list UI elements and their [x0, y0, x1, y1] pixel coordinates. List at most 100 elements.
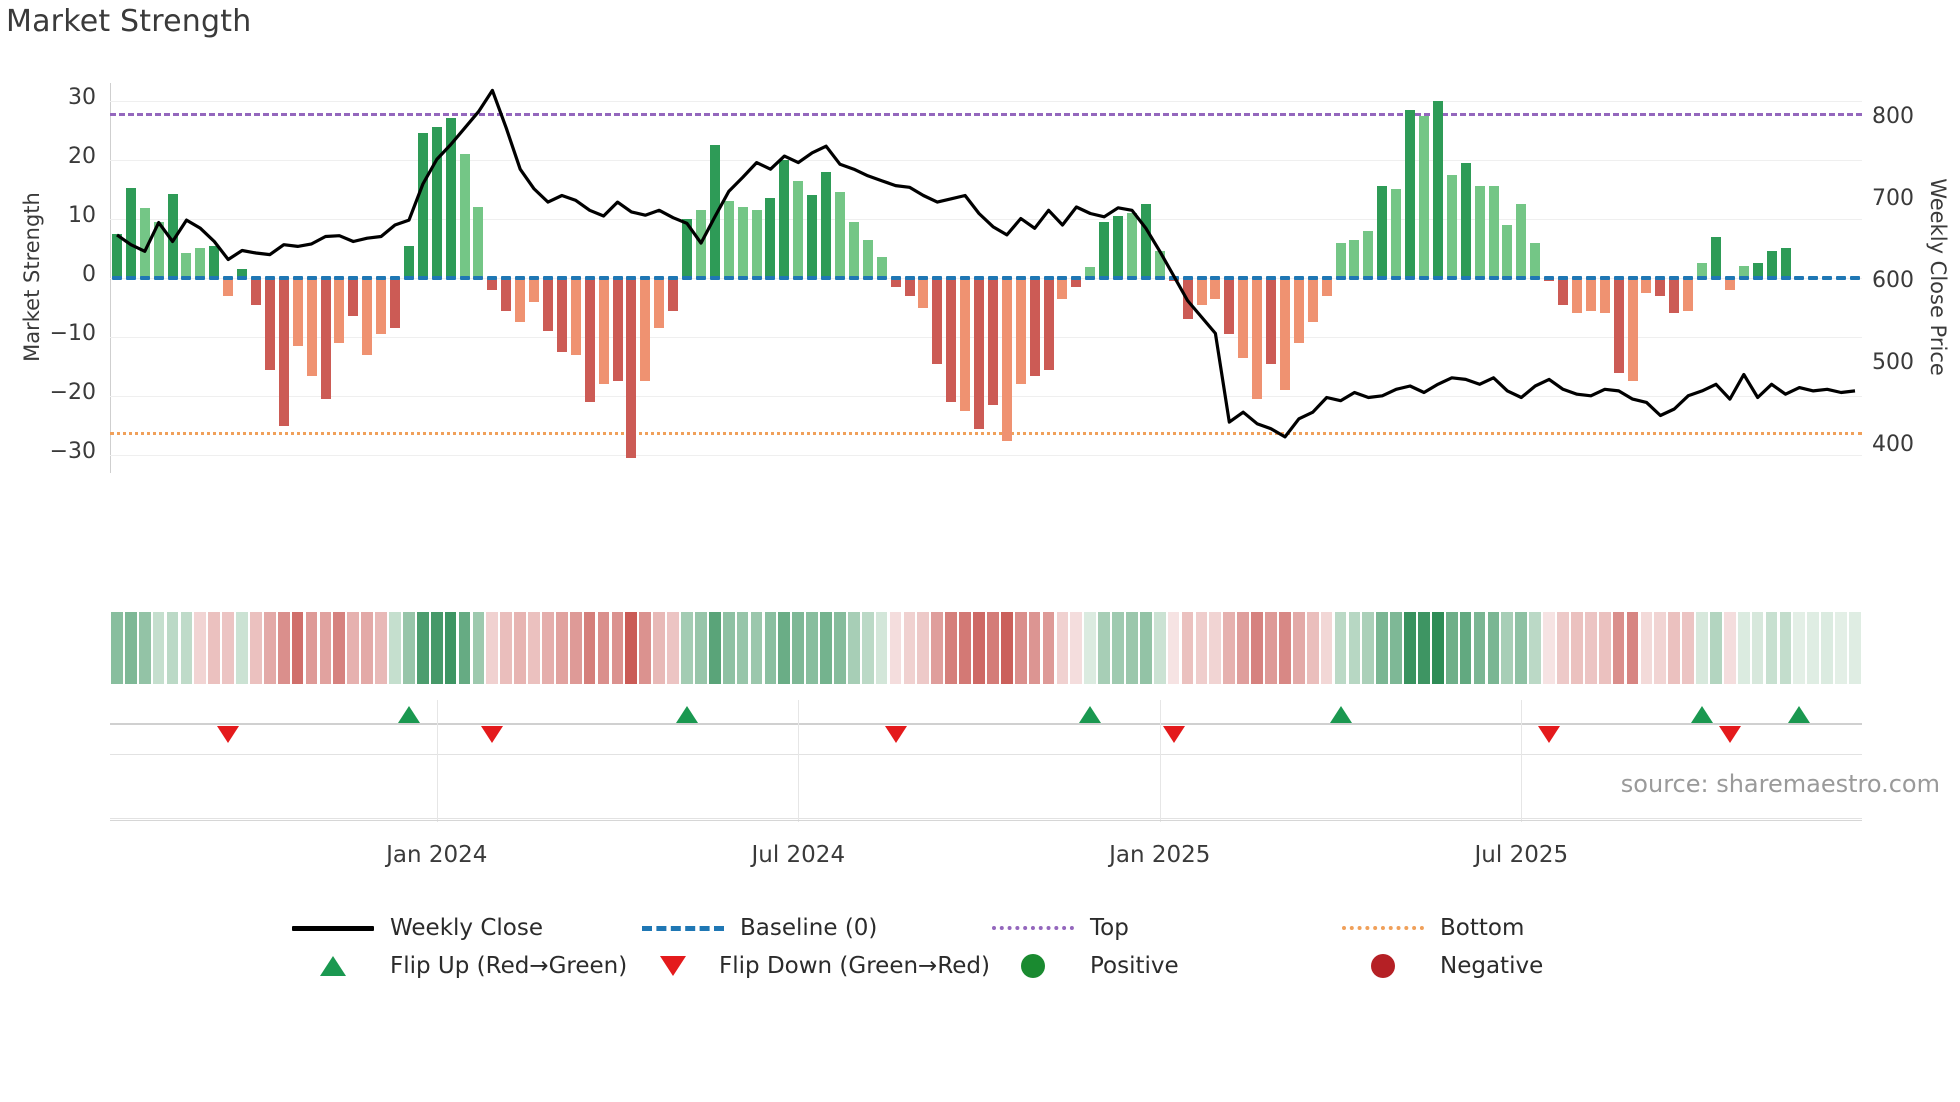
baseline-segment [1599, 276, 1610, 280]
heat-cell [1779, 612, 1792, 684]
bar [1488, 186, 1499, 278]
top-threshold-line [110, 112, 1862, 116]
legend-label: Flip Down (Green→Red) [719, 953, 990, 979]
baseline-segment [1850, 276, 1861, 280]
bar [1349, 239, 1360, 278]
legend-item-bottom[interactable]: Bottom [1340, 915, 1670, 941]
circle-red-icon-slot [1340, 954, 1426, 978]
weekly-close-line-icon-slot [290, 925, 376, 931]
baseline-segment [1474, 276, 1485, 280]
heat-cell [1445, 612, 1458, 684]
baseline-segment [153, 276, 164, 280]
legend-item-flip-up-red-green[interactable]: Flip Up (Red→Green) [290, 953, 640, 979]
baseline-segment [1627, 276, 1638, 280]
source-note: source: sharemaestro.com [1620, 770, 1940, 798]
bar [292, 278, 303, 346]
baseline-segment [1613, 276, 1624, 280]
x-tick-label-3: Jul 2025 [1474, 842, 1569, 868]
bar [848, 221, 859, 278]
heat-cell [1167, 612, 1180, 684]
baseline-segment [682, 276, 693, 280]
bar [153, 221, 164, 278]
bar [167, 194, 178, 278]
bar [876, 257, 887, 278]
flip-up-marker [397, 706, 420, 723]
heat-cell [903, 612, 916, 684]
baseline-segment [376, 276, 387, 280]
bar [1710, 236, 1721, 278]
heat-cell [1723, 612, 1736, 684]
heat-cell [1292, 612, 1305, 684]
circle-green-icon-slot [990, 954, 1076, 978]
bar [1627, 278, 1638, 382]
top-dotted-icon-slot [990, 926, 1076, 930]
legend-item-weekly-close[interactable]: Weekly Close [290, 915, 640, 941]
main-plot-area [110, 83, 1862, 473]
bar [1321, 278, 1332, 296]
baseline-segment [960, 276, 971, 280]
heat-cell [792, 612, 805, 684]
flip-down-marker [217, 726, 240, 743]
legend-item-baseline-0[interactable]: Baseline (0) [640, 915, 990, 941]
baseline-segment [195, 276, 206, 280]
bar [1780, 248, 1791, 278]
baseline-segment [1530, 276, 1541, 280]
heat-cell [430, 612, 443, 684]
gridline-left--10 [110, 337, 1862, 339]
legend-item-positive[interactable]: Positive [990, 953, 1340, 979]
heat-cell [1598, 612, 1611, 684]
heat-cell [1237, 612, 1249, 684]
bar [1377, 186, 1388, 278]
heat-cell [236, 612, 248, 684]
heat-cell [597, 612, 610, 684]
heat-cell [1696, 612, 1708, 684]
baseline-segment [974, 276, 985, 280]
bar [640, 278, 651, 382]
baseline-segment [1502, 276, 1513, 280]
flip-up-marker [1691, 706, 1714, 723]
bar [987, 278, 998, 406]
bar [417, 133, 428, 278]
baseline-segment [1516, 276, 1527, 280]
bar [626, 278, 637, 459]
baseline-segment [431, 276, 442, 280]
x-tick-label-2: Jan 2025 [1109, 842, 1211, 868]
bar [932, 278, 943, 364]
heat-cell [806, 612, 818, 684]
bottom-dotted-icon-slot [1340, 926, 1426, 930]
baseline-segment [529, 276, 540, 280]
x-tick-label-1: Jul 2024 [751, 842, 846, 868]
legend-item-flip-down-green-red[interactable]: Flip Down (Green→Red) [640, 953, 990, 979]
heat-cell [1348, 612, 1361, 684]
heat-cell [1223, 612, 1236, 684]
heat-cell [1821, 612, 1833, 684]
baseline-segment [709, 276, 720, 280]
baseline-segment [487, 276, 498, 280]
baseline-segment [1335, 276, 1346, 280]
legend-item-negative[interactable]: Negative [1340, 953, 1670, 979]
baseline-segment [306, 276, 317, 280]
triangle-down-icon-slot [640, 956, 705, 976]
bar [376, 278, 387, 335]
baseline-segment [390, 276, 401, 280]
bar [1113, 215, 1124, 278]
x-tick-guide-1 [798, 700, 800, 822]
triangle-up-icon-slot [290, 956, 376, 976]
bar [890, 278, 901, 287]
heat-cell [1279, 612, 1291, 684]
bar [139, 208, 150, 278]
heat-cell [611, 612, 624, 684]
baseline-segment [348, 276, 359, 280]
baseline-segment [890, 276, 901, 280]
baseline-segment [1126, 276, 1137, 280]
baseline-segment [1029, 276, 1040, 280]
legend-item-top[interactable]: Top [990, 915, 1340, 941]
bar [362, 278, 373, 355]
flip-down-marker [1162, 726, 1185, 743]
heat-cell [1612, 612, 1625, 684]
baseline-segment [1669, 276, 1680, 280]
baseline-segment [167, 276, 178, 280]
bar [612, 278, 623, 382]
baseline-segment [556, 276, 567, 280]
lower-panel-line-bottom [110, 818, 1862, 819]
